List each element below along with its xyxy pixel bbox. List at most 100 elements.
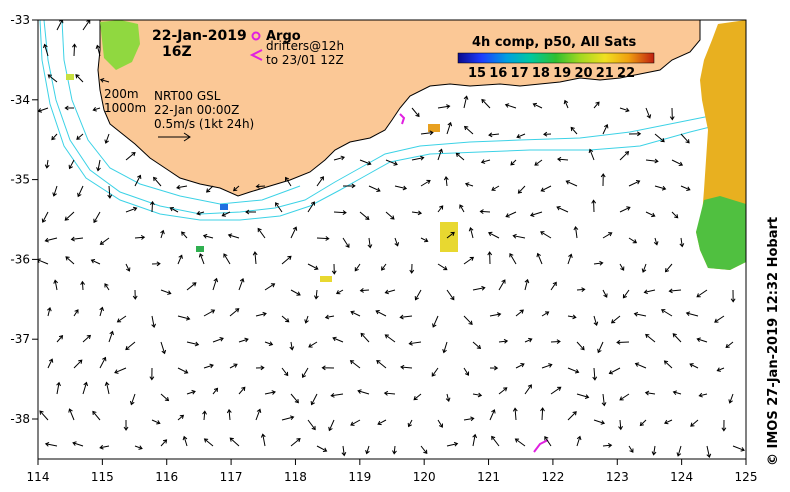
current-arrow bbox=[498, 279, 506, 291]
current-arrow bbox=[567, 253, 573, 265]
current-arrow bbox=[557, 156, 569, 162]
current-arrow bbox=[524, 278, 530, 291]
current-arrow bbox=[324, 314, 335, 320]
current-arrow bbox=[654, 185, 667, 191]
current-arrow bbox=[316, 445, 328, 452]
current-arrow bbox=[44, 159, 50, 169]
current-arrow bbox=[532, 102, 543, 109]
colorbar-tick-label: 17 bbox=[511, 66, 529, 81]
current-arrow bbox=[628, 237, 638, 244]
current-arrow bbox=[290, 393, 299, 404]
current-arrow bbox=[92, 106, 101, 112]
current-arrow bbox=[414, 289, 422, 301]
current-arrow bbox=[576, 341, 585, 351]
current-arrow bbox=[349, 360, 361, 369]
current-arrow bbox=[290, 438, 301, 447]
current-arrow bbox=[689, 363, 699, 369]
x-axis: 114 115 116 117 118 119 120 121 122 123 124 125 bbox=[27, 459, 757, 484]
current-arrow bbox=[437, 104, 451, 109]
current-arrow bbox=[77, 185, 84, 198]
current-arrow bbox=[160, 289, 172, 295]
current-arrow bbox=[383, 390, 396, 396]
current-arrow bbox=[341, 445, 347, 457]
y-tick-label: -34 bbox=[10, 93, 30, 107]
current-arrow bbox=[365, 445, 370, 455]
current-arrow bbox=[177, 367, 189, 374]
current-arrow bbox=[446, 441, 459, 447]
current-arrow bbox=[400, 364, 413, 370]
plot-area bbox=[38, 20, 746, 458]
current-arrow bbox=[696, 337, 708, 343]
current-arrow bbox=[177, 414, 185, 421]
current-arrow bbox=[601, 393, 607, 407]
current-arrow bbox=[99, 306, 105, 317]
current-arrow bbox=[529, 211, 543, 217]
sst-patch-east-green bbox=[696, 196, 746, 270]
current-arrow bbox=[125, 206, 138, 213]
current-arrow bbox=[75, 74, 84, 83]
current-arrow bbox=[333, 155, 345, 161]
current-arrow bbox=[498, 338, 509, 344]
current-arrow bbox=[509, 252, 517, 265]
current-arrow bbox=[229, 363, 238, 369]
current-arrow bbox=[53, 279, 59, 291]
current-arrow bbox=[443, 175, 449, 187]
current-arrow bbox=[99, 78, 110, 83]
current-arrow bbox=[281, 255, 292, 265]
current-arrow bbox=[360, 332, 370, 343]
argo-icon bbox=[251, 31, 261, 41]
current-arrow bbox=[488, 132, 500, 138]
current-arrow bbox=[56, 335, 64, 343]
current-arrow bbox=[255, 365, 265, 371]
current-arrow bbox=[232, 185, 240, 192]
current-arrow bbox=[524, 337, 533, 343]
current-arrow bbox=[226, 408, 232, 421]
colorbar-tick-label: 16 bbox=[489, 66, 507, 81]
current-arrow bbox=[489, 312, 502, 317]
current-arrow bbox=[463, 256, 475, 265]
current-arrow bbox=[257, 227, 266, 239]
current-arrow bbox=[504, 103, 517, 109]
current-arrow bbox=[202, 233, 214, 239]
current-arrow bbox=[576, 393, 590, 399]
current-arrow bbox=[480, 159, 491, 164]
current-arrow bbox=[44, 441, 58, 447]
current-arrow bbox=[65, 256, 75, 265]
current-arrow bbox=[619, 263, 625, 271]
current-arrow bbox=[459, 204, 465, 213]
current-arrow bbox=[290, 226, 298, 239]
current-arrow bbox=[725, 341, 734, 349]
colorbar-tick-label: 15 bbox=[468, 66, 486, 81]
current-arrow bbox=[238, 277, 245, 291]
current-arrow bbox=[619, 393, 630, 401]
current-arrow bbox=[332, 336, 344, 343]
isobath-200-label: 200m bbox=[104, 87, 139, 101]
current-arrow bbox=[464, 182, 474, 187]
current-arrow bbox=[622, 289, 630, 299]
current-arrow bbox=[420, 445, 428, 455]
current-arrow bbox=[517, 185, 526, 194]
current-arrow bbox=[123, 419, 129, 431]
current-arrow bbox=[618, 419, 623, 431]
current-arrow bbox=[645, 333, 656, 343]
current-arrow bbox=[82, 381, 89, 395]
current-arrow bbox=[593, 419, 606, 425]
current-arrow bbox=[463, 416, 475, 422]
current-arrow bbox=[654, 133, 665, 143]
current-arrow bbox=[481, 98, 491, 109]
current-arrow bbox=[696, 289, 708, 298]
current-arrow bbox=[446, 121, 453, 135]
colorbar-tick-label: 22 bbox=[617, 66, 635, 81]
current-arrow bbox=[72, 43, 77, 57]
drifter-track-1 bbox=[399, 113, 406, 125]
current-arrow bbox=[182, 435, 188, 447]
current-arrow bbox=[96, 159, 101, 172]
current-arrow bbox=[342, 183, 356, 189]
current-arrow bbox=[668, 288, 682, 294]
current-arrow bbox=[82, 20, 91, 31]
current-arrow bbox=[413, 393, 422, 401]
sst-patch-northwest bbox=[100, 20, 140, 70]
current-arrow bbox=[664, 263, 673, 273]
current-arrow bbox=[472, 341, 482, 350]
current-arrow bbox=[212, 277, 219, 291]
